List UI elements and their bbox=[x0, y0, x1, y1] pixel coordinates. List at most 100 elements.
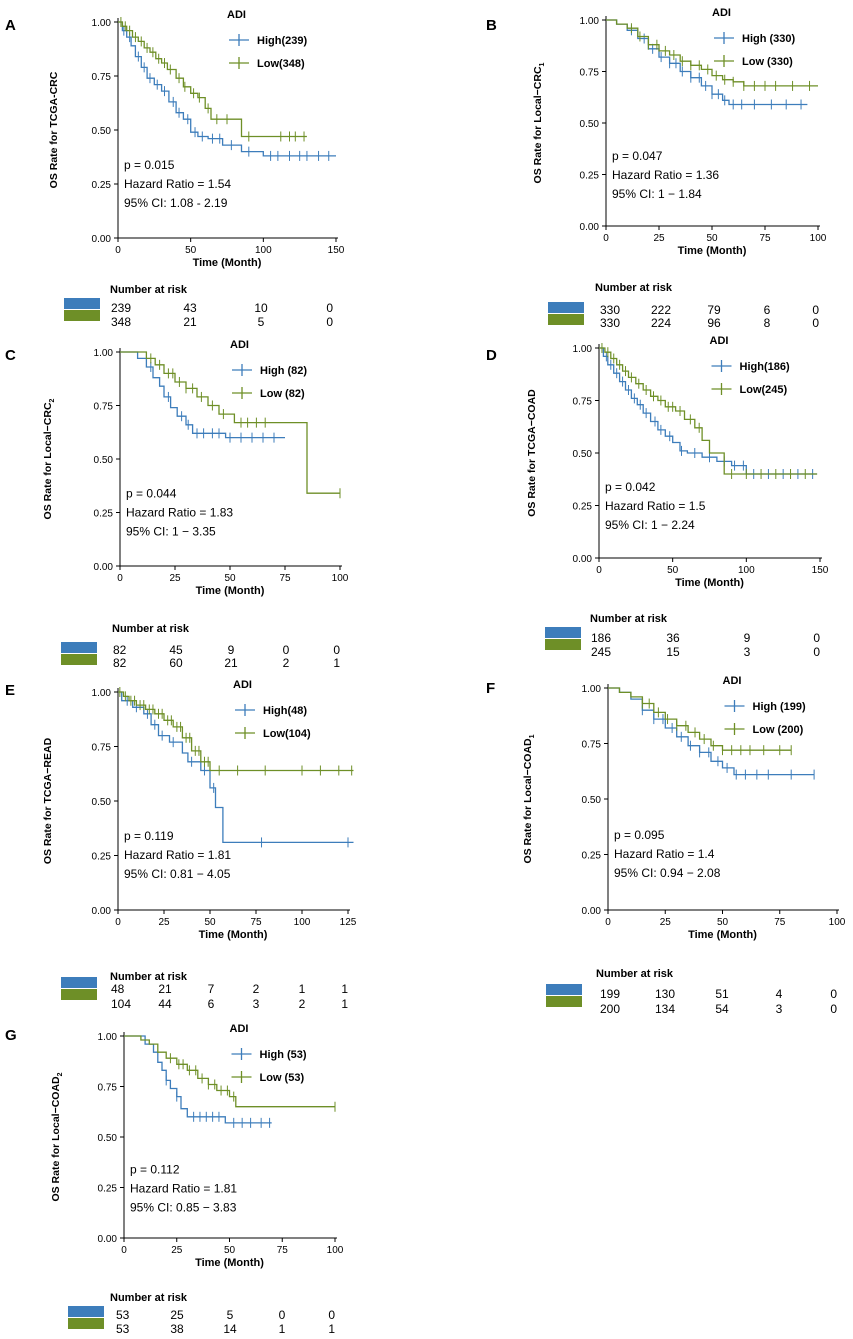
stat-annotation: p = 0.095 bbox=[614, 828, 665, 842]
x-tick-label: 75 bbox=[759, 233, 771, 244]
x-tick-label: 100 bbox=[829, 917, 846, 928]
x-tick-label: 0 bbox=[596, 565, 602, 576]
legend-label: Low(348) bbox=[257, 58, 305, 70]
x-tick-label: 150 bbox=[812, 565, 829, 576]
x-tick-label: 125 bbox=[340, 917, 357, 928]
x-axis-label: Time (Month) bbox=[193, 257, 262, 269]
risk-count: 43 bbox=[183, 301, 197, 315]
y-tick-label: 0.75 bbox=[92, 72, 112, 83]
y-axis-label-text: OS Rate for Local−COAD bbox=[522, 738, 534, 864]
risk-count: 1 bbox=[328, 1322, 335, 1336]
risk-count: 0 bbox=[830, 987, 837, 1001]
stat-annotation: p = 0.047 bbox=[612, 149, 663, 163]
legend-title: ADI bbox=[230, 339, 249, 351]
km-curve-low bbox=[124, 1035, 335, 1108]
x-tick-label: 0 bbox=[121, 1245, 127, 1256]
risk-count: 9 bbox=[744, 631, 751, 645]
panel-label: B bbox=[486, 17, 497, 34]
stat-annotation: p = 0.112 bbox=[130, 1162, 180, 1176]
risk-count: 6 bbox=[764, 303, 771, 317]
y-tick-label: 0.50 bbox=[573, 449, 593, 460]
y-axis-label-text: OS Rate for TCGA-CRC bbox=[48, 71, 60, 188]
risk-color-box-low bbox=[546, 996, 582, 1007]
x-tick-label: 50 bbox=[706, 233, 718, 244]
risk-color-box-low bbox=[545, 639, 581, 650]
risk-count: 1 bbox=[333, 656, 340, 670]
stat-annotation: Hazard Ratio = 1.83 bbox=[126, 506, 233, 520]
x-tick-label: 75 bbox=[279, 573, 291, 584]
y-tick-label: 0.75 bbox=[98, 1083, 118, 1094]
risk-count: 5 bbox=[258, 315, 265, 329]
y-tick-label: 0.25 bbox=[580, 171, 600, 182]
y-tick-label: 0.00 bbox=[92, 234, 112, 245]
risk-table-title: Number at risk bbox=[110, 971, 188, 983]
legend-label: High(186) bbox=[740, 361, 790, 373]
risk-count: 1 bbox=[341, 997, 348, 1011]
stat-annotation: 95% CI: 1 − 2.24 bbox=[605, 518, 695, 532]
legend-label: High(48) bbox=[263, 705, 307, 717]
y-tick-label: 0.50 bbox=[92, 126, 112, 137]
km-curve-high bbox=[599, 347, 818, 475]
legend-label: High (199) bbox=[753, 701, 807, 713]
y-tick-label: 0.00 bbox=[580, 222, 600, 233]
km-curve-low bbox=[599, 347, 818, 475]
x-tick-label: 100 bbox=[327, 1245, 344, 1256]
y-tick-label: 0.50 bbox=[92, 797, 112, 808]
y-axis-label-subscript: 2 bbox=[57, 1072, 64, 1076]
x-axis-label: Time (Month) bbox=[196, 585, 265, 597]
y-tick-label: 1.00 bbox=[582, 684, 602, 695]
risk-count: 1 bbox=[279, 1322, 286, 1336]
risk-count: 44 bbox=[158, 997, 172, 1011]
y-tick-label: 0.25 bbox=[573, 502, 593, 513]
risk-color-box-high bbox=[548, 302, 584, 313]
risk-color-box-high bbox=[68, 1306, 104, 1317]
risk-count: 224 bbox=[651, 316, 671, 330]
risk-count: 0 bbox=[813, 631, 820, 645]
stat-annotation: 95% CI: 0.85 − 3.83 bbox=[130, 1200, 237, 1214]
risk-count: 0 bbox=[830, 1002, 837, 1016]
x-tick-label: 50 bbox=[224, 573, 236, 584]
km-curve-high bbox=[118, 691, 354, 844]
x-tick-label: 50 bbox=[185, 245, 197, 256]
risk-count: 53 bbox=[116, 1308, 130, 1322]
y-axis-label-text: OS Rate for Local−COAD bbox=[50, 1076, 62, 1202]
y-tick-label: 0.00 bbox=[94, 562, 114, 573]
legend-title: ADI bbox=[230, 1023, 249, 1035]
y-tick-label: 0.00 bbox=[582, 906, 602, 917]
x-tick-label: 0 bbox=[115, 917, 121, 928]
x-tick-label: 0 bbox=[603, 233, 609, 244]
panel-label: F bbox=[486, 680, 495, 697]
y-axis-label-subscript: 1 bbox=[529, 734, 536, 738]
stat-annotation: 95% CI: 1 − 1.84 bbox=[612, 187, 702, 201]
stat-annotation: Hazard Ratio = 1.36 bbox=[612, 168, 719, 182]
y-axis-label-text: OS Rate for Local−CRC bbox=[42, 402, 54, 519]
legend-title: ADI bbox=[723, 675, 742, 687]
risk-count: 21 bbox=[183, 315, 197, 329]
risk-count: 48 bbox=[111, 982, 125, 996]
y-axis-label: OS Rate for Local−CRC2 bbox=[42, 398, 56, 519]
legend-label: Low (200) bbox=[753, 724, 804, 736]
risk-count: 330 bbox=[600, 303, 620, 317]
risk-count: 5 bbox=[227, 1308, 234, 1322]
km-curve-high bbox=[118, 21, 336, 157]
y-tick-label: 1.00 bbox=[92, 688, 112, 699]
y-tick-label: 0.25 bbox=[98, 1184, 118, 1195]
risk-count: 82 bbox=[113, 656, 127, 670]
risk-count: 8 bbox=[764, 316, 771, 330]
y-axis-label-text: OS Rate for TCGA−COAD bbox=[526, 389, 538, 517]
y-axis-label-subscript: 1 bbox=[539, 62, 546, 66]
risk-count: 53 bbox=[116, 1322, 130, 1336]
y-tick-label: 0.50 bbox=[580, 119, 600, 130]
x-tick-label: 0 bbox=[117, 573, 123, 584]
y-tick-label: 0.75 bbox=[94, 402, 114, 413]
risk-count: 1 bbox=[299, 982, 306, 996]
x-axis-label: Time (Month) bbox=[675, 577, 744, 589]
y-tick-label: 0.50 bbox=[582, 795, 602, 806]
legend-title: ADI bbox=[233, 679, 252, 691]
risk-count: 51 bbox=[715, 987, 729, 1001]
y-tick-label: 0.75 bbox=[582, 740, 602, 751]
x-tick-label: 100 bbox=[738, 565, 755, 576]
